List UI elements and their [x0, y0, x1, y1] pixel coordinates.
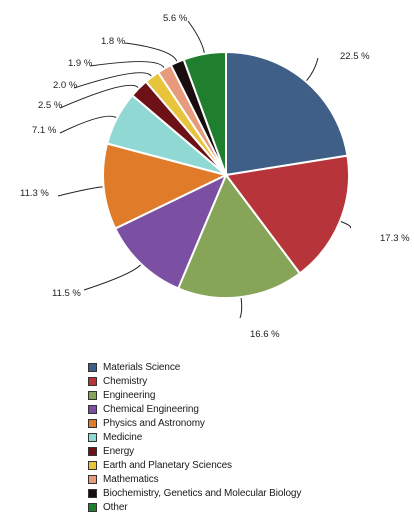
- leader-line: [57, 186, 103, 197]
- pie-slice-materials-science: [225, 50, 349, 177]
- leader-line: [187, 20, 205, 53]
- legend-item: Biochemistry, Genetics and Molecular Bio…: [88, 486, 301, 500]
- leader-line: [83, 264, 141, 291]
- legend-swatch: [88, 404, 97, 414]
- legend-swatch: [88, 488, 97, 498]
- value-label: 22.5 %: [340, 51, 370, 62]
- legend-swatch: [88, 432, 97, 442]
- legend-label: Materials Science: [103, 361, 181, 373]
- legend-item: Chemical Engineering: [88, 402, 301, 416]
- leader-line: [89, 61, 165, 68]
- leader-line: [59, 84, 139, 109]
- legend-label: Physics and Astronomy: [103, 417, 205, 429]
- legend-label: Biochemistry, Genetics and Molecular Bio…: [103, 487, 302, 499]
- legend-label: Chemical Engineering: [103, 403, 199, 415]
- legend-swatch: [88, 460, 97, 470]
- value-label: 16.6 %: [250, 329, 280, 340]
- pie-slice-engineering: [176, 173, 302, 299]
- leader-line: [124, 42, 178, 62]
- value-label: 1.8 %: [101, 36, 126, 47]
- leader-line: [306, 57, 319, 82]
- value-label: 5.6 %: [163, 13, 188, 24]
- leader-line: [340, 221, 352, 229]
- legend-label: Engineering: [103, 389, 156, 401]
- pie-slice-chemical-engineering: [113, 172, 228, 290]
- legend-item: Earth and Planetary Sciences: [88, 458, 301, 472]
- legend-label: Earth and Planetary Sciences: [103, 459, 232, 471]
- legend-swatch: [88, 362, 97, 372]
- value-label: 1.9 %: [68, 58, 93, 69]
- pie-slice-other: [182, 50, 227, 176]
- value-label: 7.1 %: [32, 125, 57, 136]
- legend-item: Engineering: [88, 388, 301, 402]
- value-labels: 22.5 % 17.3 % 16.6 % 11.5 % 11.3 % 7.1 % 2.5 %…: [20, 13, 410, 340]
- legend-swatch: [88, 418, 97, 428]
- legend-swatch: [88, 376, 97, 386]
- leader-line: [73, 72, 152, 89]
- value-label: 11.5 %: [52, 288, 81, 299]
- legend-item: Medicine: [88, 430, 301, 444]
- pie-slice-chemistry: [224, 154, 350, 275]
- legend-item: Other: [88, 500, 301, 514]
- legend-item: Energy: [88, 444, 301, 458]
- leader-line: [239, 298, 243, 319]
- legend: Materials Science Chemistry Engineering Che…: [88, 360, 301, 514]
- legend-swatch: [88, 502, 97, 512]
- legend-label: Chemistry: [103, 375, 148, 387]
- legend-item: Materials Science: [88, 360, 301, 374]
- legend-item: Mathematics: [88, 472, 301, 486]
- leader-line: [59, 115, 117, 134]
- legend-swatch: [88, 446, 97, 456]
- label-leader-lines: [57, 20, 352, 319]
- pie-slices: [102, 50, 350, 299]
- legend-swatch: [88, 390, 97, 400]
- legend-label: Energy: [103, 445, 135, 457]
- legend-swatch: [88, 474, 97, 484]
- value-label: 11.3 %: [20, 188, 49, 199]
- value-label: 2.0 %: [53, 80, 78, 91]
- legend-label: Other: [103, 501, 128, 513]
- legend-label: Medicine: [103, 431, 143, 443]
- legend-label: Mathematics: [103, 473, 159, 485]
- pie-slice-physics-and-astronomy: [102, 142, 229, 230]
- legend-item: Chemistry: [88, 374, 301, 388]
- value-label: 17.3 %: [380, 233, 410, 244]
- value-label: 2.5 %: [38, 100, 63, 111]
- legend-item: Physics and Astronomy: [88, 416, 301, 430]
- pie-chart: 22.5 % 17.3 % 16.6 % 11.5 % 11.3 % 7.1 % 2.5 %…: [20, 13, 410, 340]
